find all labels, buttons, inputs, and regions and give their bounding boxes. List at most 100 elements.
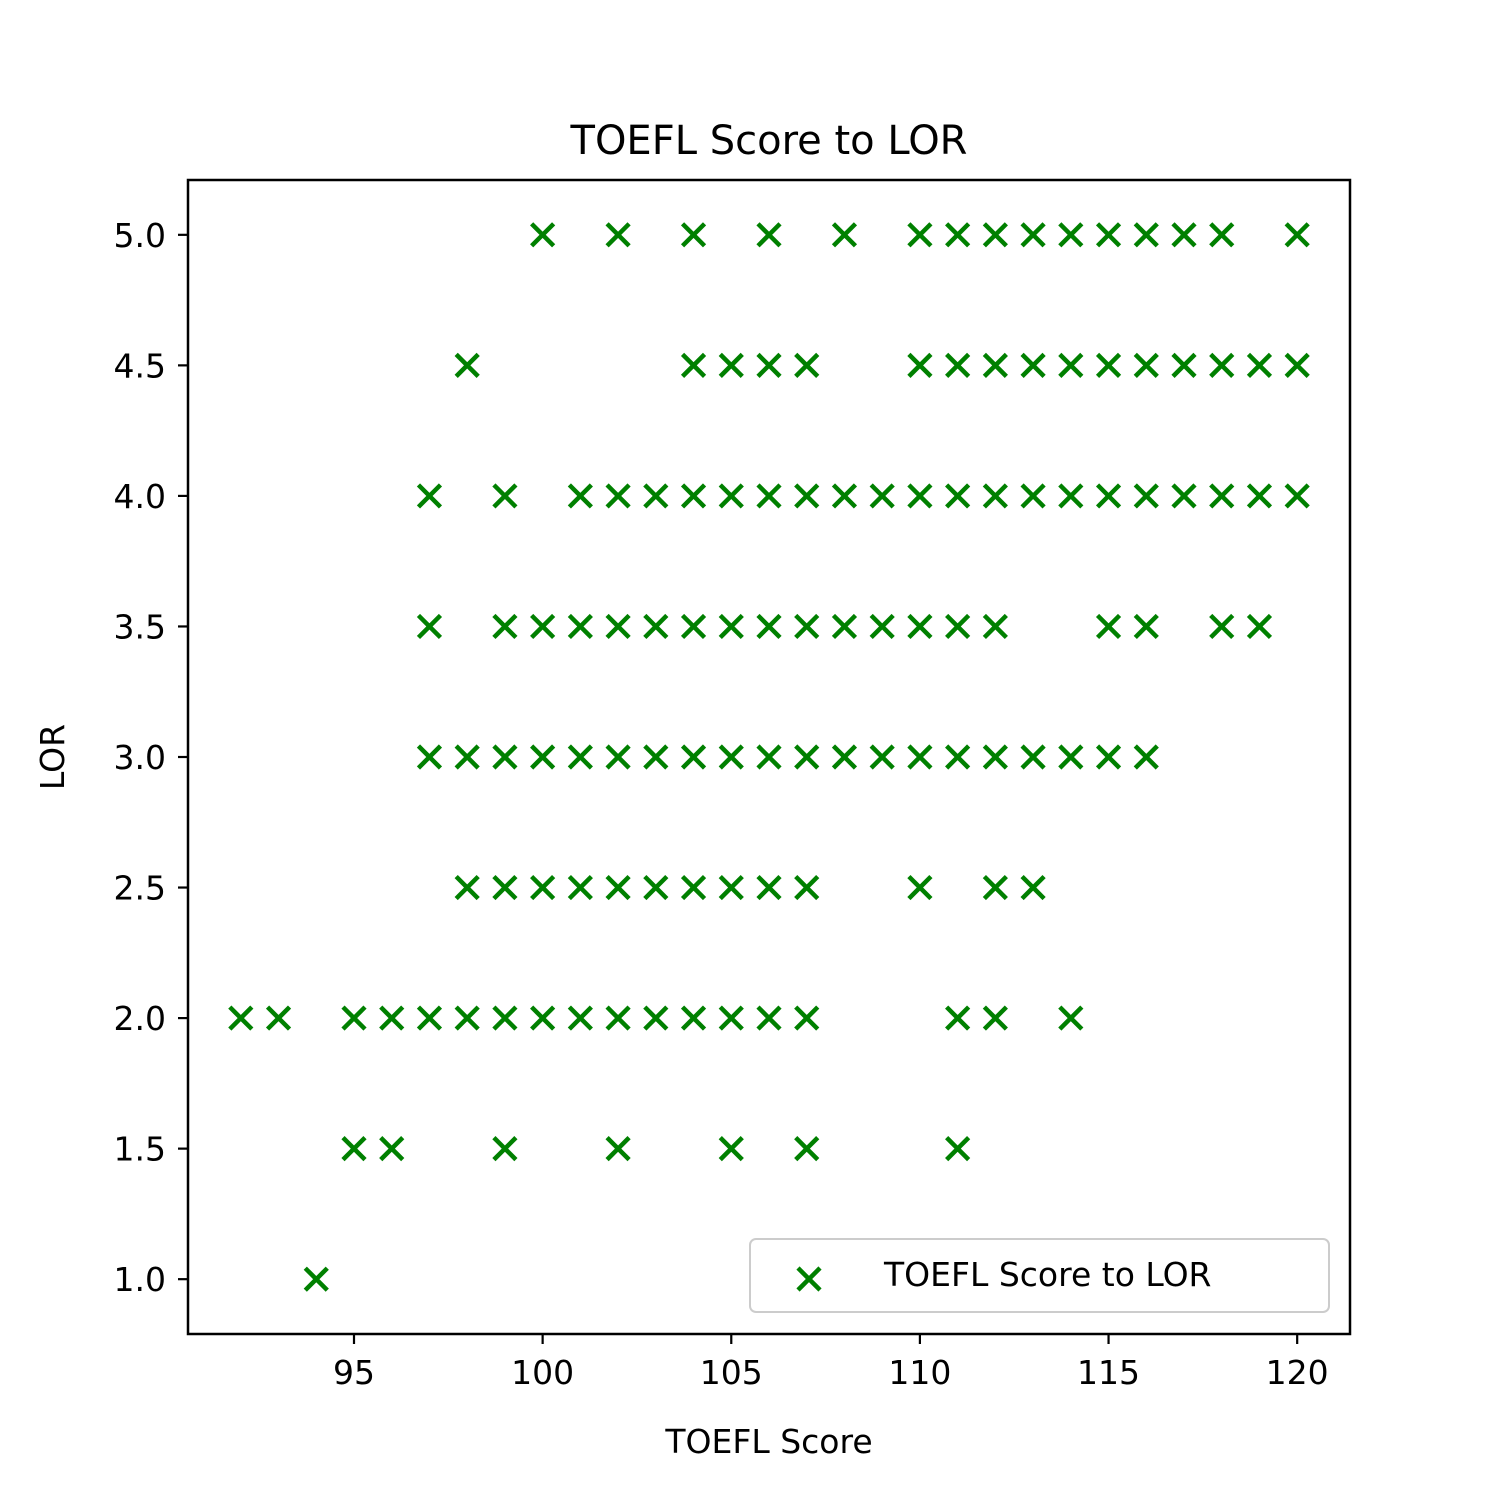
- data-point: [683, 1007, 705, 1029]
- data-point: [984, 224, 1006, 246]
- y-tick-label: 3.5: [114, 607, 166, 646]
- data-point: [1286, 354, 1308, 376]
- data-point: [1098, 615, 1120, 637]
- y-tick-label: 1.5: [114, 1130, 166, 1169]
- data-point: [607, 224, 629, 246]
- data-point: [758, 485, 780, 507]
- data-point: [720, 354, 742, 376]
- data-point: [871, 485, 893, 507]
- y-tick-label: 5.0: [114, 216, 166, 255]
- data-point: [1022, 877, 1044, 899]
- ticks-layer: 95 100 105 110 115 120 1.0 1.5 2.0 2.5 3.0 3.5 4.0 4.…: [114, 216, 1329, 1392]
- data-point: [456, 746, 478, 768]
- data-point: [1022, 224, 1044, 246]
- data-point: [532, 615, 554, 637]
- data-point: [381, 1007, 403, 1029]
- data-point: [418, 746, 440, 768]
- y-tick-label: 4.5: [114, 346, 166, 385]
- legend: TOEFL Score to LOR: [750, 1239, 1329, 1312]
- data-point: [871, 746, 893, 768]
- x-tick-label: 100: [511, 1353, 574, 1392]
- data-point: [758, 224, 780, 246]
- data-point: [569, 877, 591, 899]
- data-point: [1211, 354, 1233, 376]
- data-point: [418, 615, 440, 637]
- data-point: [569, 485, 591, 507]
- x-tick-label: 95: [333, 1353, 375, 1392]
- y-tick-label: 3.0: [114, 738, 166, 777]
- data-point: [1135, 746, 1157, 768]
- data-point: [683, 746, 705, 768]
- data-point: [758, 615, 780, 637]
- data-point: [532, 224, 554, 246]
- legend-entry-label: TOEFL Score to LOR: [883, 1255, 1212, 1294]
- data-point: [909, 224, 931, 246]
- data-point: [1173, 354, 1195, 376]
- data-point: [494, 877, 516, 899]
- data-point: [909, 354, 931, 376]
- data-point: [947, 615, 969, 637]
- chart-title: TOEFL Score to LOR: [570, 118, 968, 164]
- data-point: [909, 877, 931, 899]
- data-point: [569, 1007, 591, 1029]
- data-point: [532, 1007, 554, 1029]
- data-point: [984, 1007, 1006, 1029]
- data-point: [532, 746, 554, 768]
- data-point: [1060, 485, 1082, 507]
- data-point: [758, 877, 780, 899]
- data-point: [381, 1138, 403, 1160]
- data-point: [984, 877, 1006, 899]
- data-point: [1248, 485, 1270, 507]
- data-point: [758, 354, 780, 376]
- data-point: [456, 1007, 478, 1029]
- x-tick-label: 115: [1077, 1353, 1140, 1392]
- data-point: [796, 615, 818, 637]
- data-point: [1135, 354, 1157, 376]
- data-point: [343, 1007, 365, 1029]
- data-point: [607, 485, 629, 507]
- data-point: [1135, 615, 1157, 637]
- data-point: [494, 485, 516, 507]
- data-point: [1098, 224, 1120, 246]
- data-point: [947, 485, 969, 507]
- data-point: [532, 877, 554, 899]
- data-point: [833, 224, 855, 246]
- y-tick-label: 1.0: [114, 1260, 166, 1299]
- data-point: [683, 485, 705, 507]
- data-point: [796, 354, 818, 376]
- marks-layer: [230, 224, 1308, 1290]
- data-point: [984, 354, 1006, 376]
- data-point: [796, 1138, 818, 1160]
- data-point: [683, 354, 705, 376]
- data-point: [909, 485, 931, 507]
- data-point: [947, 354, 969, 376]
- data-point: [909, 746, 931, 768]
- data-point: [683, 615, 705, 637]
- x-tick-label: 110: [888, 1353, 951, 1392]
- data-point: [1173, 485, 1195, 507]
- data-point: [833, 615, 855, 637]
- data-point: [1060, 1007, 1082, 1029]
- data-point: [720, 1138, 742, 1160]
- data-point: [268, 1007, 290, 1029]
- data-point: [947, 1007, 969, 1029]
- data-point: [645, 1007, 667, 1029]
- data-point: [343, 1138, 365, 1160]
- data-point: [456, 354, 478, 376]
- data-point: [758, 1007, 780, 1029]
- data-point: [1211, 485, 1233, 507]
- data-point: [645, 746, 667, 768]
- x-tick-label: 105: [700, 1353, 763, 1392]
- data-point: [456, 877, 478, 899]
- data-point: [1060, 224, 1082, 246]
- data-point: [871, 615, 893, 637]
- data-point: [1135, 224, 1157, 246]
- data-point: [305, 1268, 327, 1290]
- data-point: [1060, 354, 1082, 376]
- y-tick-label: 2.0: [114, 999, 166, 1038]
- data-point: [683, 877, 705, 899]
- data-point: [947, 1138, 969, 1160]
- data-point: [645, 615, 667, 637]
